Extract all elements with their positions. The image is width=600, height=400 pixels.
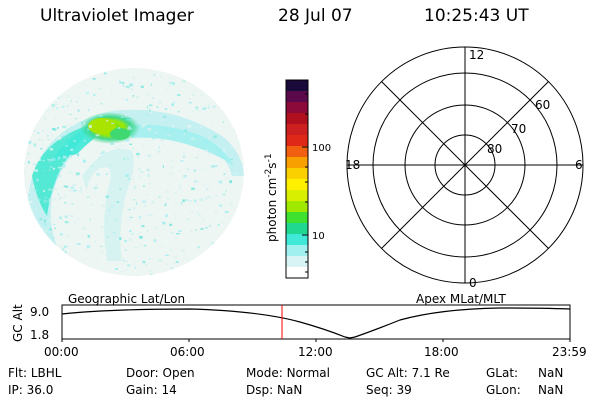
altitude-strip-chart: Geographic Lat/Lon Apex MLat/MLT GC Alt … [11,292,571,342]
polar-label-left: 18 [345,158,360,172]
uv-image-disk [24,68,244,276]
image-date: 28 Jul 07 [278,6,353,26]
polar-grid: 12 0 18 6 60 70 80 [345,46,584,290]
time-tick-2359: 23:59 [552,345,587,359]
colorbar-tick-100: 100 [312,143,331,154]
strip-y-tick-bottom: 1.8 [30,328,49,342]
ring-label-80: 80 [487,142,502,156]
strip-left-title: Geographic Lat/Lon [68,292,185,306]
info-door: Door: Open [126,366,195,380]
strip-y-tick-top: 9.0 [30,305,49,319]
info-mode: Mode: Normal [246,366,330,380]
image-time: 10:25:43 UT [424,6,529,26]
info-ip: IP: 36.0 [8,383,54,397]
time-tick-0000: 00:00 [44,345,79,359]
time-tick-1200: 12:00 [298,345,333,359]
colorbar-axis-label: photon cm-2s-1 [264,153,279,242]
info-glat: GLat: NaN [486,366,564,380]
info-seq: Seq: 39 [366,383,412,397]
polar-label-top: 12 [469,48,484,62]
colorbar-tick-10: 10 [312,231,325,242]
info-filter: Flt: LBHL [8,366,62,380]
info-glon: GLon: NaN [486,383,564,397]
info-gc-alt: GC Alt: 7.1 Re [366,366,450,380]
info-gain: Gain: 14 [126,383,177,397]
image-title: Ultraviolet Imager [40,6,194,26]
strip-y-axis-label: GC Alt [11,304,25,342]
polar-label-right: 6 [575,158,583,172]
color-scale-bar: 100 10 photon cm-2s-1 [264,79,331,279]
time-tick-0600: 06:00 [170,345,205,359]
ring-label-60: 60 [535,98,550,112]
altitude-curve [61,307,571,339]
polar-label-bottom: 0 [469,276,477,290]
strip-right-title: Apex MLat/MLT [416,292,506,306]
ring-label-70: 70 [511,122,526,136]
color-scale-gradient [286,80,308,279]
info-dsp: Dsp: NaN [246,383,303,397]
time-tick-1800: 18:00 [424,345,459,359]
